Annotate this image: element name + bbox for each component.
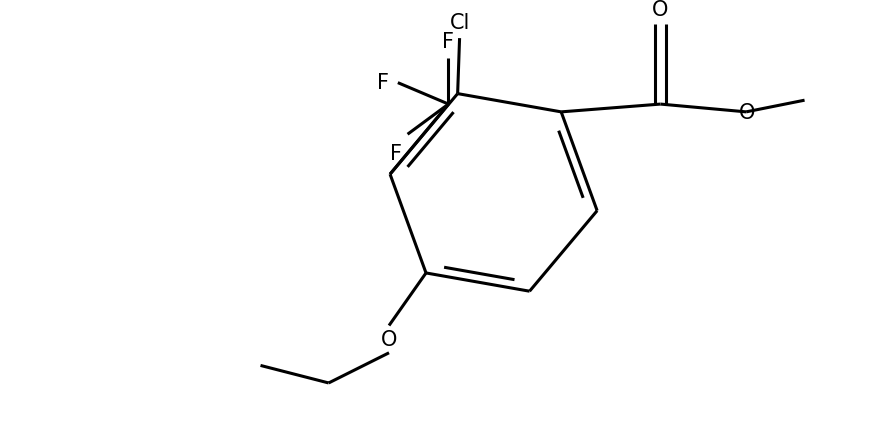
Text: O: O (739, 103, 755, 123)
Text: F: F (377, 73, 389, 92)
Text: O: O (652, 0, 668, 20)
Text: O: O (381, 330, 397, 350)
Text: F: F (443, 32, 454, 52)
Text: Cl: Cl (449, 12, 469, 33)
Text: F: F (390, 144, 402, 163)
